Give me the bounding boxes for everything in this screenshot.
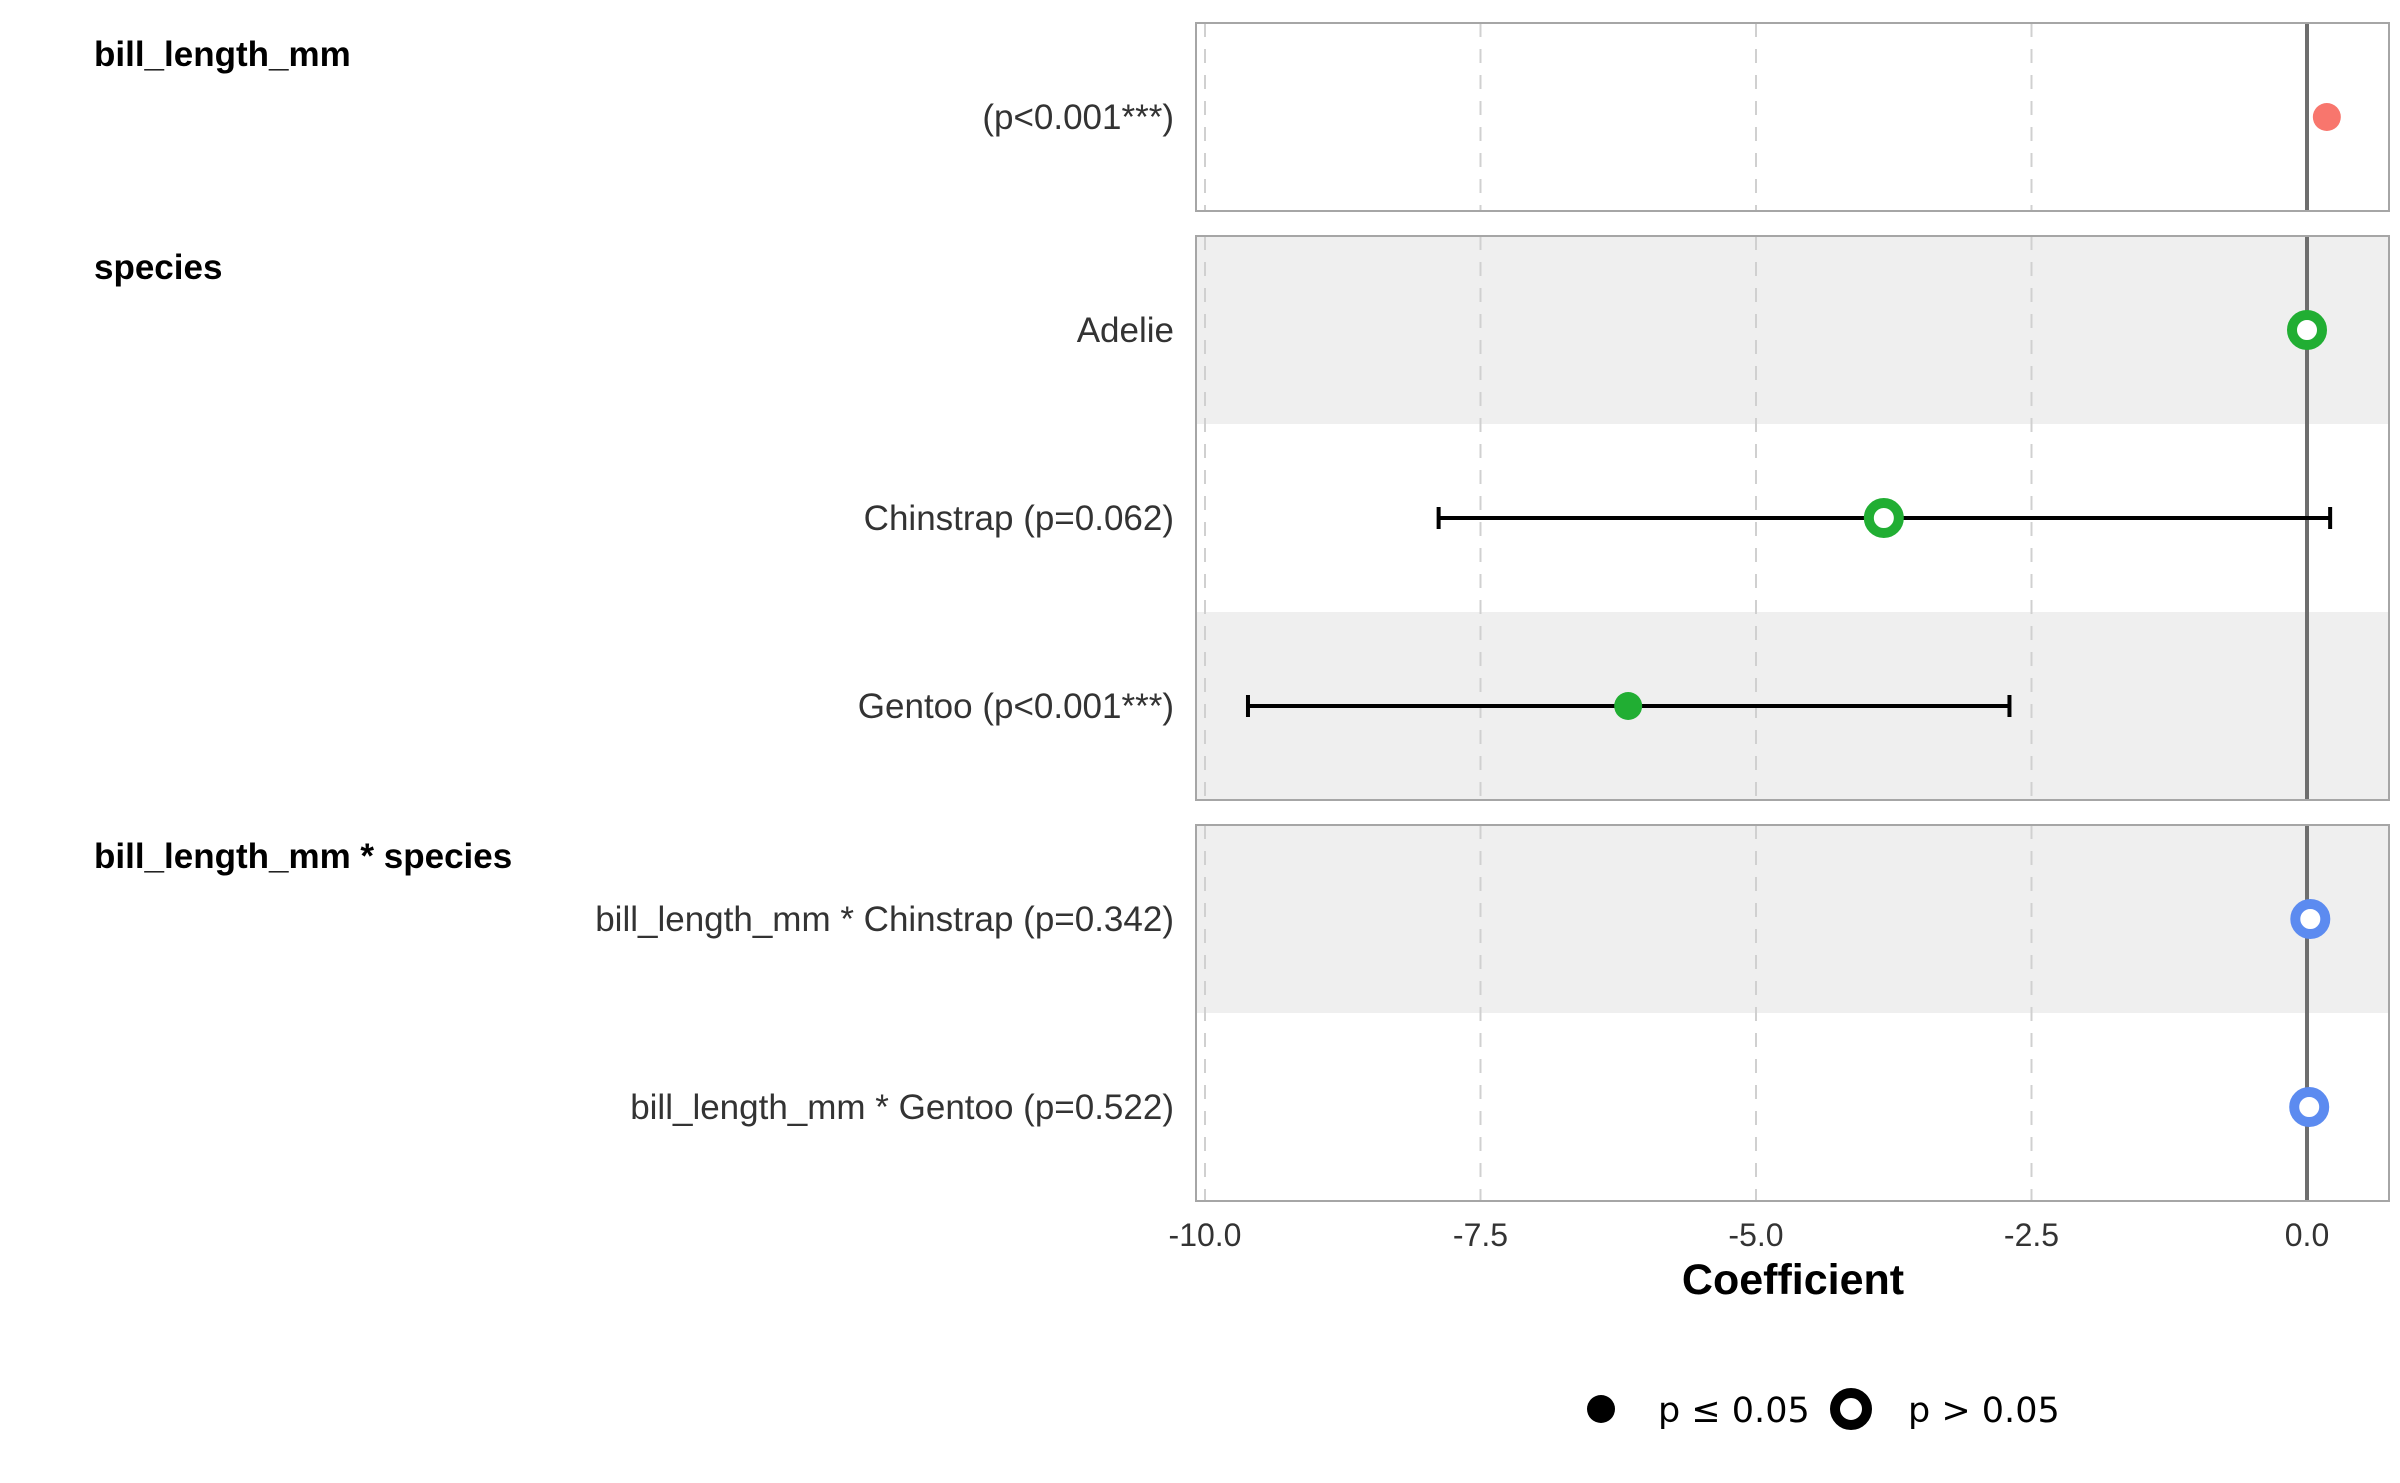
x-axis-title: Coefficient	[1682, 1256, 1904, 1304]
panel-frame	[1195, 22, 2390, 212]
row-stripes	[1196, 236, 2389, 1013]
x-tick-label: -7.5	[1453, 1217, 1508, 1253]
panel-frames	[1195, 22, 2390, 1202]
term-label: (p<0.001***)	[982, 98, 1174, 137]
legend-label-significant: p ≤ 0.05	[1658, 1391, 1810, 1431]
legend-hollow-marker	[1830, 1388, 1872, 1430]
panel-frame	[1195, 235, 2390, 801]
coefficient-point	[2290, 899, 2331, 939]
group-title: bill_length_mm	[94, 35, 351, 74]
coefficient-points	[1614, 103, 2341, 1127]
x-tick-label: -10.0	[1169, 1217, 1242, 1253]
x-tick-label: -2.5	[2004, 1217, 2059, 1253]
term-label: Gentoo (p<0.001***)	[858, 687, 1174, 726]
group-title: bill_length_mm * species	[94, 837, 512, 876]
coefficient-point	[1863, 498, 1904, 538]
group-title: species	[94, 248, 222, 287]
row-stripe	[1196, 825, 2389, 1013]
term-label: Adelie	[1077, 311, 1174, 350]
x-tick-label: -5.0	[1728, 1217, 1783, 1253]
coefficient-point	[2287, 310, 2327, 350]
coefficient-point	[1614, 692, 1643, 720]
term-label: bill_length_mm * Gentoo (p=0.522)	[630, 1088, 1174, 1127]
panel-frame	[1195, 824, 2390, 1202]
coefficient-point	[2312, 103, 2341, 131]
legend-filled-marker	[1587, 1395, 1615, 1423]
term-label: Chinstrap (p=0.062)	[864, 499, 1174, 538]
x-tick-label: 0.0	[2285, 1217, 2329, 1253]
term-labels: bill_length_mm (p<0.001***) species Adelie C…	[94, 35, 1174, 1127]
term-label: bill_length_mm * Chinstrap (p=0.342)	[595, 900, 1174, 939]
coefficient-point	[2289, 1087, 2330, 1127]
legend-label-not-significant: p > 0.05	[1908, 1391, 2060, 1431]
x-axis: Coefficient -10.0 -7.5 -5.0 -2.5 0.0	[1169, 1217, 2330, 1304]
legend: p ≤ 0.05 p > 0.05	[1587, 1388, 2060, 1431]
row-stripe	[1196, 236, 2389, 424]
